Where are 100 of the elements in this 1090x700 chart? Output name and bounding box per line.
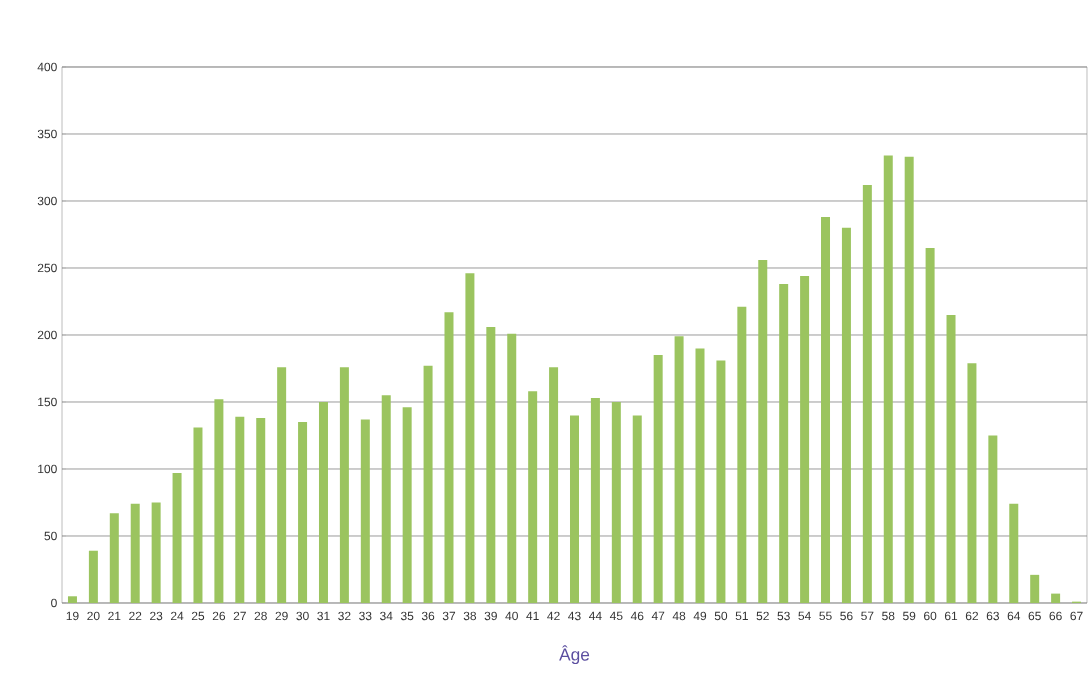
x-tick-label: 40 — [505, 611, 518, 621]
bar — [381, 395, 391, 603]
x-tick-label: 25 — [191, 611, 205, 621]
x-tick-label: 54 — [798, 611, 811, 621]
x-tick-label: 29 — [275, 611, 288, 621]
bar — [695, 348, 705, 603]
x-tick-label: 44 — [589, 611, 602, 620]
x-tick-label: 62 — [965, 611, 978, 621]
bar — [465, 273, 475, 603]
x-tick-label: 57 — [861, 611, 874, 621]
x-tick-label: 59 — [902, 611, 916, 621]
bar — [632, 415, 642, 603]
bar — [214, 399, 224, 603]
x-tick-label: 30 — [296, 611, 309, 621]
bar — [988, 435, 998, 603]
x-tick-label: 28 — [254, 611, 267, 621]
bar — [549, 367, 559, 603]
bar — [716, 360, 726, 603]
y-tick-label: 50 — [44, 531, 57, 541]
x-tick-label: 50 — [714, 611, 728, 621]
bar — [339, 367, 349, 603]
x-tick-label: 31 — [317, 611, 330, 621]
x-tick-label: 63 — [986, 611, 999, 621]
x-tick-label: 42 — [547, 611, 560, 621]
bar — [109, 513, 119, 603]
x-tick-label: 53 — [777, 611, 790, 621]
bar — [360, 419, 370, 603]
bar — [590, 397, 600, 603]
bar — [925, 247, 935, 603]
bar — [130, 503, 140, 603]
x-tick-label: 56 — [840, 611, 853, 621]
x-tick-label: 23 — [150, 611, 163, 621]
x-tick-label: 48 — [672, 611, 686, 621]
x-tick-label: 60 — [924, 611, 937, 621]
x-tick-label: 22 — [129, 611, 142, 621]
bar — [611, 401, 621, 603]
x-tick-label: 34 — [380, 611, 393, 621]
x-tick-label: 32 — [338, 611, 351, 621]
bar — [528, 391, 538, 603]
bar — [67, 596, 77, 603]
bar — [256, 418, 266, 603]
x-tick-label: 38 — [463, 611, 477, 621]
x-tick-label: 27 — [233, 611, 246, 621]
x-tick-label: 37 — [442, 611, 456, 621]
bar — [1030, 574, 1040, 603]
bar — [862, 184, 872, 603]
bar — [737, 306, 747, 603]
x-tick-label: 39 — [484, 611, 497, 621]
y-tick-label: 400 — [37, 62, 57, 72]
bar — [235, 416, 245, 603]
y-tick-label: 250 — [37, 263, 57, 273]
bar — [88, 550, 98, 603]
x-tick-label: 55 — [819, 611, 832, 621]
x-tick-label: 43 — [568, 611, 581, 621]
bar — [1009, 503, 1019, 603]
x-tick-label: 45 — [609, 611, 623, 621]
x-tick-label: 47 — [651, 611, 665, 620]
x-tick-label: 20 — [87, 611, 100, 621]
x-axis-title: Âge — [559, 645, 590, 665]
y-tick-label: 150 — [38, 397, 57, 407]
bar — [967, 363, 977, 603]
y-tick-label: 350 — [37, 129, 57, 139]
bar — [193, 427, 203, 603]
y-tick-label: 0 — [51, 598, 57, 608]
x-tick-label: 41 — [526, 611, 539, 620]
x-tick-label: 52 — [756, 611, 769, 621]
x-tick-label: 64 — [1007, 611, 1021, 621]
bar — [298, 422, 308, 603]
y-tick-label: 200 — [37, 330, 57, 340]
x-tick-label: 46 — [630, 611, 644, 621]
bar — [653, 355, 663, 603]
y-tick-label: 300 — [37, 196, 57, 206]
x-tick-label: 61 — [944, 611, 958, 621]
x-tick-label: 26 — [212, 611, 226, 621]
bar — [674, 336, 684, 603]
x-tick-label: 49 — [693, 611, 707, 621]
bar — [946, 314, 956, 603]
bar — [758, 259, 768, 603]
x-tick-label: 21 — [108, 611, 121, 621]
x-tick-label: 66 — [1049, 611, 1062, 621]
bar — [277, 367, 287, 603]
x-tick-label: 36 — [421, 611, 435, 621]
bar — [172, 473, 182, 603]
bar — [821, 217, 831, 603]
x-tick-label: 67 — [1070, 611, 1083, 621]
x-tick-label: 35 — [400, 611, 414, 621]
bar — [800, 276, 810, 603]
bar — [423, 365, 433, 603]
bar — [570, 415, 579, 603]
bar — [1051, 593, 1061, 603]
x-tick-label: 51 — [735, 611, 748, 621]
bar — [444, 312, 454, 603]
bar — [318, 401, 328, 603]
x-tick-label: 24 — [170, 611, 184, 621]
bar — [883, 155, 893, 603]
bar — [402, 407, 412, 603]
x-tick-label: 58 — [882, 611, 895, 621]
bar — [486, 326, 496, 603]
bar — [507, 333, 517, 603]
bar — [779, 284, 789, 603]
